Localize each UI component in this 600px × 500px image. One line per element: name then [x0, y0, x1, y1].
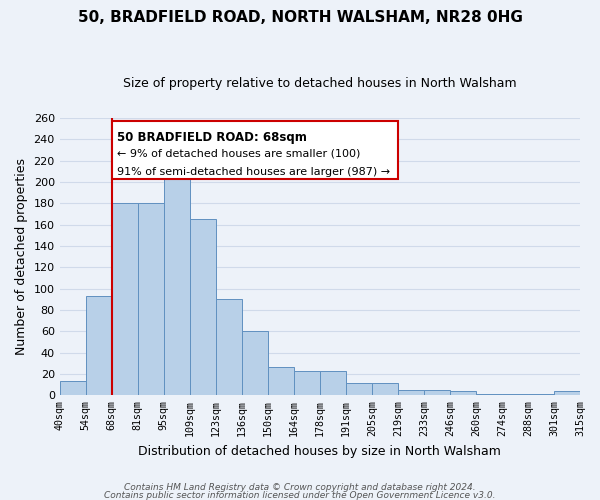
Bar — [320, 371, 346, 396]
Bar — [294, 371, 320, 396]
Bar — [450, 391, 476, 396]
Text: ← 9% of detached houses are smaller (100): ← 9% of detached houses are smaller (100… — [117, 148, 360, 158]
Bar — [242, 332, 268, 396]
Text: 50, BRADFIELD ROAD, NORTH WALSHAM, NR28 0HG: 50, BRADFIELD ROAD, NORTH WALSHAM, NR28 … — [77, 10, 523, 25]
Title: Size of property relative to detached houses in North Walsham: Size of property relative to detached ho… — [123, 78, 517, 90]
Bar — [268, 366, 294, 396]
Bar — [86, 296, 112, 396]
Bar — [372, 382, 398, 396]
Bar — [424, 390, 450, 396]
Bar — [528, 394, 554, 396]
Text: 91% of semi-detached houses are larger (987) →: 91% of semi-detached houses are larger (… — [117, 166, 390, 176]
Bar — [398, 390, 424, 396]
Text: Contains HM Land Registry data © Crown copyright and database right 2024.: Contains HM Land Registry data © Crown c… — [124, 484, 476, 492]
Bar — [554, 391, 580, 396]
Bar — [476, 394, 502, 396]
Bar — [138, 204, 164, 396]
Bar — [190, 220, 216, 396]
Text: 50 BRADFIELD ROAD: 68sqm: 50 BRADFIELD ROAD: 68sqm — [117, 130, 307, 143]
Bar — [216, 300, 242, 396]
X-axis label: Distribution of detached houses by size in North Walsham: Distribution of detached houses by size … — [139, 444, 501, 458]
Bar — [346, 382, 372, 396]
Bar — [502, 394, 528, 396]
Y-axis label: Number of detached properties: Number of detached properties — [15, 158, 28, 355]
Bar — [112, 204, 138, 396]
FancyBboxPatch shape — [112, 121, 398, 179]
Text: Contains public sector information licensed under the Open Government Licence v3: Contains public sector information licen… — [104, 490, 496, 500]
Bar — [59, 382, 86, 396]
Bar — [164, 172, 190, 396]
